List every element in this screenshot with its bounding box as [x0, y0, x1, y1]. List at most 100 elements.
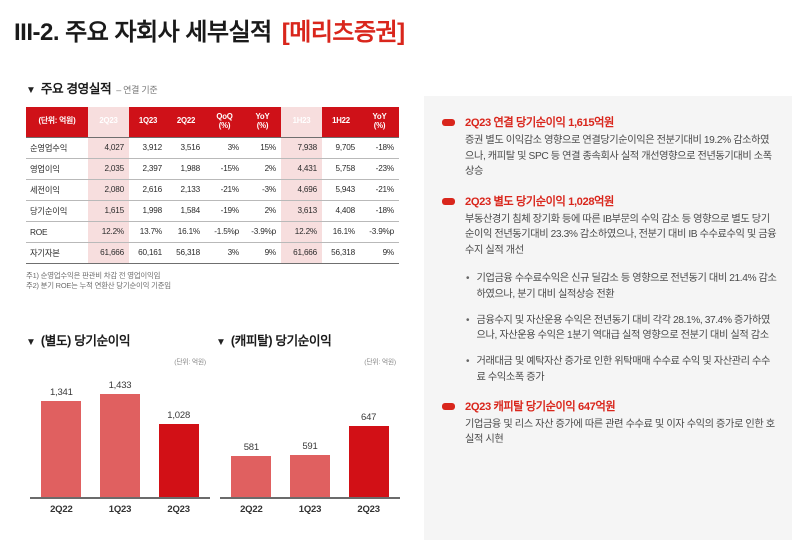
th-2q23: 2Q23	[88, 107, 129, 137]
th-yoy-h: YoY (%)	[360, 107, 399, 137]
cell-1h23: 7,938	[281, 137, 322, 158]
cell-1h23: 3,613	[281, 200, 322, 221]
cell-yoy-h: -18%	[375, 206, 395, 215]
bar-value-label: 591	[302, 441, 318, 452]
commentary-block-capital: 2Q23 캐피탈 당기순이익 647억원 기업금융 및 리스 자산 증가에 따른…	[436, 398, 778, 448]
cell-2q22: 1,988	[180, 164, 201, 173]
triangle-icon: ▼	[26, 85, 36, 96]
cell-1h22: 5,758	[335, 164, 356, 173]
triangle-icon: ▼	[216, 337, 226, 348]
commentary-body: 2Q23 연결 당기순이익 1,615억원 증권 별도 이익감소 영향으로 연결…	[465, 114, 778, 180]
bar	[289, 455, 330, 498]
section-subtitle: – 연결 기준	[116, 85, 158, 95]
cell-1h23: 61,666	[281, 242, 322, 263]
table-row: ROE 12.2% 13.7% 16.1% -1.5%p -3.9%p 12.2…	[26, 221, 399, 242]
bar-value-label: 647	[361, 412, 377, 423]
commentary-heading: 2Q23 연결 당기순이익 1,615억원	[465, 117, 614, 129]
th-1h23: 1H23	[281, 107, 322, 137]
row-label: 당기순이익	[30, 205, 68, 216]
chart1-bars: 1,341 1,433 1,028	[32, 368, 208, 498]
cell-qoq: -21%	[220, 185, 240, 194]
bar	[99, 394, 140, 498]
footnote-1: 주1) 순영업수익은 판관비 차감 전 영업이익임	[26, 270, 161, 280]
cell-yoy-h: 9%	[382, 248, 395, 257]
cell-2q22: 56,318	[176, 248, 200, 257]
x-tick-label: 2Q22	[50, 504, 73, 515]
commentary-body: 2Q23 캐피탈 당기순이익 647억원 기업금융 및 리스 자산 증가에 따른…	[465, 398, 778, 448]
bar-group: 1,433	[94, 380, 146, 498]
chart2-bars: 581 591 647	[222, 368, 398, 498]
table-row: 영업이익 2,035 2,397 1,988 -15% 2% 4,431 5,7…	[26, 158, 399, 179]
chart1-title: (별도) 당기순이익	[40, 334, 131, 348]
cell-1q23: 2,616	[142, 185, 163, 194]
bar-value-label: 1,341	[49, 387, 73, 398]
sub-bullet-item: • 거래대금 및 예탁자산 증가로 인한 위탁매매 수수료 수익 및 자산관리 …	[466, 354, 778, 386]
th-qoq: QoQ (%)	[205, 107, 244, 137]
cell-1q23: 2,397	[142, 164, 163, 173]
chart1-xlabels: 2Q22 1Q23 2Q23	[32, 501, 208, 518]
chart2-title: (캐피탈) 당기순이익	[230, 334, 332, 348]
bar-value-label: 1,028	[167, 410, 191, 421]
th-1h22: 1H22	[322, 107, 360, 137]
row-label: ROE	[30, 226, 48, 237]
page-title: III-2. 주요 자회사 세부실적 [메리츠증권]	[14, 12, 405, 47]
x-tick-label: 2Q23	[357, 504, 380, 515]
cell-1h22: 5,943	[335, 185, 356, 194]
cell-qoq: 3%	[227, 143, 240, 152]
bar-highlight	[158, 424, 199, 498]
cell-2q22: 16.1%	[177, 227, 200, 236]
cell-1q23: 60,161	[138, 248, 162, 257]
chart-capital-net-income: ▼ (캐피탈) 당기순이익 (단위: 억원) 581 591	[212, 330, 408, 518]
cell-yoy-q: -3%	[262, 185, 276, 194]
x-tick-label: 2Q23	[167, 504, 190, 515]
title-brand-text: [메리츠증권]	[281, 19, 405, 46]
sub-bullet-item: • 기업금융 수수료수익은 신규 딜감소 등 영향으로 전년동기 대비 21.4…	[466, 271, 778, 303]
title-main-text: III-2. 주요 자회사 세부실적	[14, 19, 272, 46]
triangle-icon: ▼	[26, 337, 36, 348]
cell-1h23: 4,431	[281, 158, 322, 179]
chart2-header: ▼ (캐피탈) 당기순이익	[216, 330, 408, 349]
left-column: ▼ 주요 경영실적 – 연결 기준 (단위: 억원) 2Q23	[0, 78, 420, 545]
chart2-unit: (단위: 억원)	[364, 359, 396, 366]
section-title: 주요 경영실적	[40, 82, 112, 96]
section-header-performance: ▼ 주요 경영실적 – 연결 기준	[26, 78, 420, 97]
cell-2q23: 1,615	[88, 200, 129, 221]
bullet-marker-icon	[442, 197, 455, 205]
table-footnotes: 주1) 순영업수익은 판관비 차감 전 영업이익임 주2) 분기 ROE는 누적…	[26, 271, 420, 292]
commentary-body: 2Q23 별도 당기순이익 1,028억원 부동산경기 침체 장기화 등에 따른…	[465, 193, 778, 259]
row-label: 영업이익	[30, 163, 60, 174]
cell-2q23: 12.2%	[88, 221, 129, 242]
bar-group: 1,028	[153, 410, 205, 498]
commentary-heading: 2Q23 별도 당기순이익 1,028억원	[465, 195, 614, 208]
chart1-plot: 1,341 1,433 1,028	[22, 368, 218, 518]
commentary-text: 부동산경기 침체 장기화 등에 따른 IB부문의 수익 감소 등 영향으로 별도…	[465, 213, 777, 256]
bar-group: 1,341	[35, 387, 87, 498]
bar-value-label: 581	[243, 442, 259, 453]
cell-yoy-h: -18%	[375, 143, 395, 152]
cell-qoq: 3%	[227, 248, 240, 257]
cell-1h22: 4,408	[335, 206, 356, 215]
commentary-text: 증권 별도 이익감소 영향으로 연결당기순이익은 전분기대비 19.2% 감소하…	[465, 135, 772, 177]
cell-yoy-h: -23%	[375, 164, 395, 173]
th-1q23: 1Q23	[129, 107, 167, 137]
chart1-axis	[30, 497, 210, 499]
cell-2q23: 2,080	[88, 179, 129, 200]
table-header-row: (단위: 억원) 2Q23 1Q23 2Q22 QoQ	[26, 107, 399, 137]
bar-value-label: 1,433	[108, 380, 132, 391]
bullet-marker-icon	[442, 402, 455, 410]
table-row: 세전이익 2,080 2,616 2,133 -21% -3% 4,696 5,…	[26, 179, 399, 200]
table-row: 순영업수익 4,027 3,912 3,516 3% 15% 7,938 9,7…	[26, 137, 399, 158]
dot-icon: •	[466, 273, 470, 284]
cell-yoy-q: 2%	[264, 206, 277, 215]
cell-2q23: 4,027	[88, 137, 129, 158]
dot-icon: •	[466, 356, 470, 368]
commentary-text: 기업금융 및 리스 자산 증가에 따른 관련 수수료 및 이자 수익의 증가로 …	[465, 418, 775, 446]
sub-bullet-text: 금융수지 및 자산운용 수익은 전년동기 대비 각각 28.1%, 37.4% …	[476, 314, 771, 342]
cell-yoy-h: -21%	[375, 185, 395, 194]
commentary-heading: 2Q23 캐피탈 당기순이익 647억원	[465, 400, 616, 413]
bar-highlight	[348, 426, 389, 498]
cell-1h22: 16.1%	[332, 227, 355, 236]
cell-1q23: 3,912	[142, 143, 163, 152]
cell-yoy-q: -3.9%p	[251, 227, 276, 236]
